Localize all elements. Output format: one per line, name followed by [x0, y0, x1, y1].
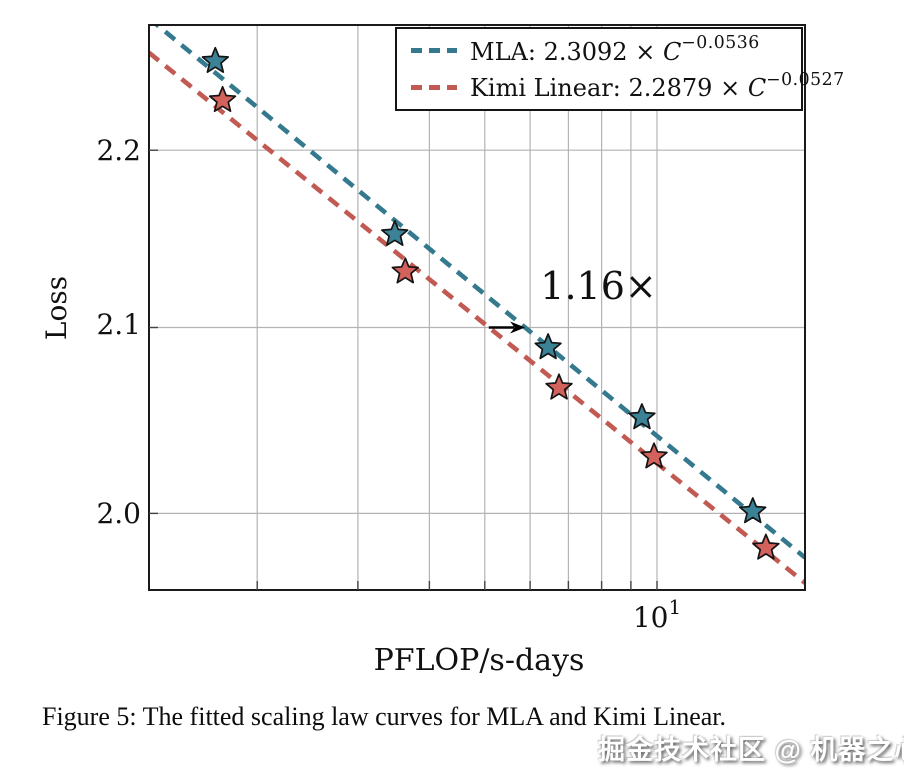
- legend-label-mla: MLA: 2.3092 × C−0.0536: [470, 33, 760, 66]
- data-points: [201, 46, 780, 560]
- figure-caption: Figure 5: The fitted scaling law curves …: [42, 702, 727, 731]
- plot-frame: [148, 24, 806, 591]
- chart-legend: MLA: 2.3092 × C−0.0536 Kimi Linear: 2.28…: [395, 27, 844, 111]
- mla-dash-swatch: [411, 48, 457, 54]
- legend-item-mla: MLA: 2.3092 × C−0.0536: [397, 33, 801, 66]
- x-axis-title: PFLOP/s-days: [374, 643, 585, 678]
- y-tick-label-2_1: 2.1: [96, 308, 141, 341]
- y-tick-label-2_2: 2.2: [96, 134, 141, 167]
- x-tick-label-10: 101: [633, 595, 681, 634]
- gridlines: [149, 25, 805, 590]
- watermark-text: 掘金技术社区 @ 机器之心: [598, 735, 904, 765]
- legend-item-kimi-linear: Kimi Linear: 2.2879 × C−0.0527: [397, 70, 844, 102]
- scaling-law-chart: 1.16× 2.2 2.1 2.0 101 Loss PFLOP/s-days: [40, 24, 806, 678]
- y-tick-label-2_0: 2.0: [96, 497, 141, 530]
- speedup-label: 1.16×: [540, 264, 656, 308]
- legend-label-kimi-linear: Kimi Linear: 2.2879 × C−0.0527: [470, 69, 845, 103]
- speedup-arrow: [488, 321, 526, 334]
- axis-ticks: [149, 149, 658, 590]
- y-axis-title: Loss: [40, 276, 73, 340]
- kimi-linear-dash-swatch: [411, 84, 457, 90]
- fit-lines: [149, 25, 805, 585]
